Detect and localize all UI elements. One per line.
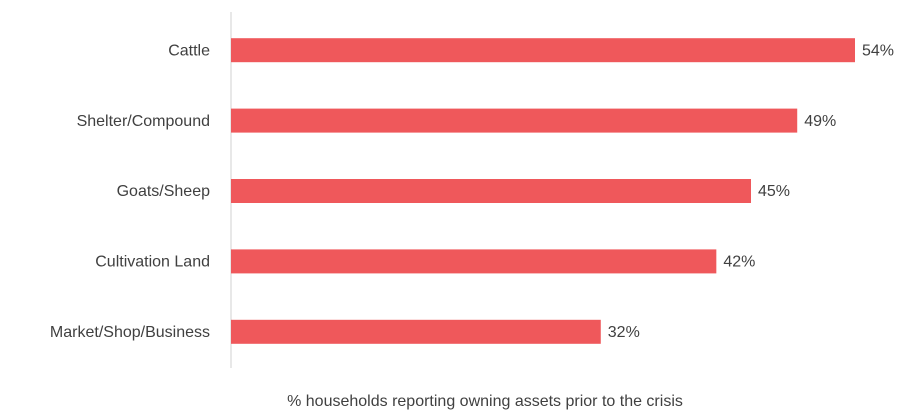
bar [231, 249, 717, 274]
bar [231, 108, 798, 133]
data-label: 49% [804, 113, 836, 130]
y-tick-label: Cattle [168, 42, 210, 59]
y-tick-label: Shelter/Compound [77, 113, 210, 130]
bar [231, 179, 751, 203]
data-label: 42% [723, 254, 755, 271]
x-axis-label: % households reporting owning assets pri… [287, 393, 683, 410]
y-tick-label: Market/Shop/Business [50, 324, 210, 341]
data-label: 32% [608, 324, 640, 341]
bar [231, 319, 601, 344]
bar [231, 38, 855, 63]
data-label: 45% [758, 183, 790, 200]
y-tick-label: Cultivation Land [95, 254, 210, 271]
y-tick-label: Goats/Sheep [117, 183, 211, 200]
data-label: 54% [862, 42, 894, 59]
